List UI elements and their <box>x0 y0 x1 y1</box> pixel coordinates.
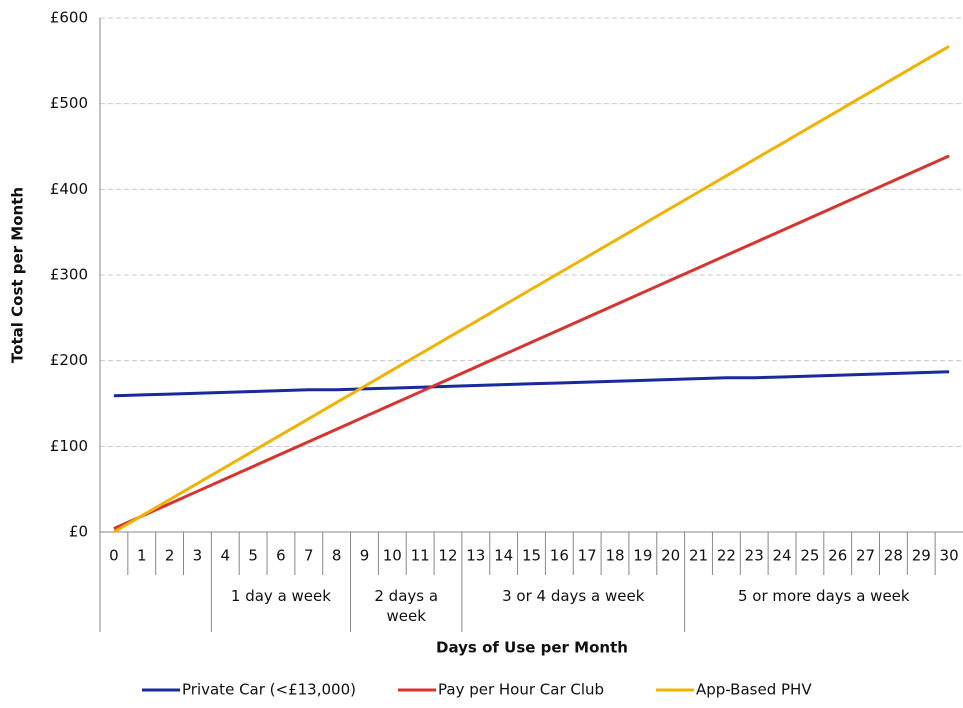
y-axis-title: Total Cost per Month <box>9 187 27 363</box>
x-tick-label: 17 <box>578 547 597 565</box>
x-tick-label: 8 <box>332 547 342 565</box>
category-group-label: 1 day a week <box>230 587 331 605</box>
x-tick-label: 30 <box>940 547 959 565</box>
category-group: 1 day a week <box>230 587 331 605</box>
legend-label: Pay per Hour Car Club <box>438 681 604 699</box>
x-tick-label: 13 <box>466 547 485 565</box>
x-tick-label: 12 <box>438 547 457 565</box>
category-group-label: 2 days a week <box>374 587 439 625</box>
x-tick-label: 7 <box>304 547 314 565</box>
x-tick-label: 16 <box>550 547 569 565</box>
x-tick-label: 19 <box>633 547 652 565</box>
x-tick-label: 24 <box>773 547 792 565</box>
x-tick-label: 14 <box>494 547 513 565</box>
x-tick-label: 0 <box>109 547 119 565</box>
series-line <box>113 370 950 398</box>
x-tick-label: 3 <box>193 547 203 565</box>
x-tick-label: 9 <box>360 547 370 565</box>
x-tick-label: 10 <box>383 547 402 565</box>
legend-label: Private Car (<£13,000) <box>182 681 356 699</box>
x-tick-label: 6 <box>276 547 286 565</box>
x-tick-label: 27 <box>856 547 875 565</box>
y-tick-label: £100 <box>50 437 88 455</box>
x-tick-label: 29 <box>912 547 931 565</box>
series-line <box>113 44 950 534</box>
x-tick-label: 15 <box>522 547 541 565</box>
legend-label: App-Based PHV <box>696 681 812 699</box>
x-tick-label: 22 <box>717 547 736 565</box>
x-axis-title: Days of Use per Month <box>436 639 628 657</box>
x-tick-label: 4 <box>221 547 231 565</box>
x-tick-label: 23 <box>745 547 764 565</box>
x-tick-label: 1 <box>137 547 147 565</box>
x-tick-label: 25 <box>800 547 819 565</box>
category-group: 2 days a week <box>374 587 439 625</box>
y-tick-label: £400 <box>50 180 88 198</box>
category-group-label: 5 or more days a week <box>738 587 910 605</box>
y-tick-label: £300 <box>50 266 88 284</box>
series-line <box>113 154 950 530</box>
category-group: 5 or more days a week <box>738 587 910 605</box>
x-tick-label: 26 <box>828 547 847 565</box>
y-tick-label: £0 <box>69 523 88 541</box>
x-tick-label: 2 <box>165 547 175 565</box>
x-tick-label: 18 <box>605 547 624 565</box>
y-tick-label: £600 <box>50 9 88 27</box>
y-tick-label: £200 <box>50 351 88 369</box>
x-tick-label: 5 <box>248 547 258 565</box>
x-tick-label: 20 <box>661 547 680 565</box>
x-tick-label: 28 <box>884 547 903 565</box>
y-tick-label: £500 <box>50 94 88 112</box>
category-group: 3 or 4 days a week <box>502 587 645 605</box>
x-tick-label: 21 <box>689 547 708 565</box>
x-tick-label: 11 <box>411 547 430 565</box>
category-group-label: 3 or 4 days a week <box>502 587 645 605</box>
